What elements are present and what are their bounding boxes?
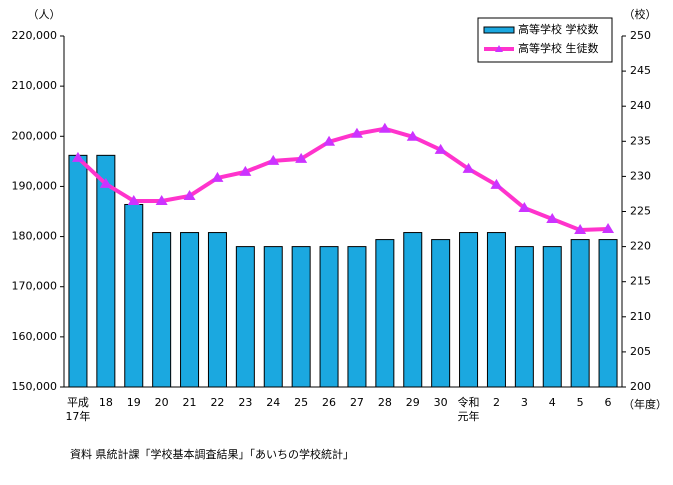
bar: [431, 239, 451, 388]
x-tick-label: 23: [238, 396, 253, 409]
marker: [155, 194, 168, 205]
y2-tick-label: 200: [630, 380, 651, 393]
x-tick-label: 20: [154, 396, 169, 409]
y2-tick-label: 245: [630, 64, 651, 77]
bar: [235, 246, 255, 388]
legend-label: 高等学校 生徒数: [518, 41, 599, 55]
bar: [319, 246, 339, 388]
bar: [124, 203, 144, 388]
bar: [459, 232, 479, 388]
y-tick-label: 220,000: [12, 29, 58, 42]
x-tick-label: 26: [322, 396, 337, 409]
bar: [514, 246, 534, 388]
x-tick-label: 21: [182, 396, 197, 409]
y2-tick-label: 205: [630, 345, 651, 358]
bar: [291, 246, 311, 388]
y2-tick-label: 250: [630, 29, 651, 42]
x-unit: （年度）: [623, 397, 667, 411]
marker: [518, 201, 531, 212]
x-tick-label: 24: [266, 396, 281, 409]
marker: [211, 171, 224, 182]
marker: [546, 213, 559, 224]
y2-tick-label: 225: [630, 205, 651, 218]
bar: [347, 246, 367, 388]
y2-tick-label: 235: [630, 134, 651, 147]
x-tick-label: 18: [98, 396, 113, 409]
legend-marker: [495, 45, 503, 52]
bar: [68, 154, 88, 388]
x-tick-label: 5: [576, 396, 584, 409]
y2-tick-label: 215: [630, 275, 651, 288]
bar: [152, 232, 172, 388]
y2-tick-label: 230: [630, 169, 651, 182]
y-unit: （人）: [28, 8, 61, 21]
bar: [542, 246, 562, 388]
bar: [403, 232, 423, 388]
y-tick-label: 180,000: [12, 230, 58, 243]
y2-tick-label: 210: [630, 310, 651, 323]
marker: [323, 135, 336, 146]
legend-swatch: [483, 26, 515, 34]
x-tick-label: 30: [433, 396, 448, 409]
y-tick-label: 200,000: [12, 129, 58, 142]
bar: [96, 154, 116, 388]
y2-tick-label: 220: [630, 240, 651, 253]
marker: [490, 178, 503, 189]
y2-tick-label: 240: [630, 99, 651, 112]
marker: [350, 127, 363, 138]
bar: [570, 239, 590, 388]
line: [76, 126, 609, 233]
marker: [183, 189, 196, 200]
marker: [99, 177, 112, 188]
bar: [375, 239, 395, 388]
x-tick-label: 25: [294, 396, 309, 409]
x-tick-label: 令和 元年: [457, 396, 480, 423]
legend-label: 高等学校 学校数: [518, 22, 599, 36]
y-tick-label: 160,000: [12, 330, 58, 343]
y-tick-label: 170,000: [12, 280, 58, 293]
legend-box: [477, 17, 613, 63]
x-tick-label: 2: [492, 396, 500, 409]
x-tick-label: 3: [520, 396, 528, 409]
y-tick-label: 190,000: [12, 179, 58, 192]
x-tick-label: 29: [405, 396, 420, 409]
marker: [434, 143, 447, 154]
marker: [574, 224, 587, 235]
marker: [462, 162, 475, 173]
x-tick-label: 4: [548, 396, 556, 409]
y2-unit: （校）: [624, 7, 657, 21]
marker: [127, 194, 140, 205]
bar: [486, 232, 506, 388]
x-tick-label: 6: [604, 396, 612, 409]
marker: [602, 223, 615, 234]
marker: [71, 151, 84, 162]
marker: [295, 152, 308, 163]
x-tick-label: 22: [210, 396, 225, 409]
y-tick-label: 150,000: [12, 380, 58, 393]
x-tick-label: 27: [349, 396, 364, 409]
y-tick-label: 210,000: [12, 79, 58, 92]
x-tick-label: 平成 17年: [65, 396, 91, 423]
x-tick-label: 28: [377, 396, 392, 409]
marker: [267, 154, 280, 165]
bar: [180, 232, 200, 388]
source-note: 資料 県統計課「学校基本調査結果」「あいちの学校統計」: [70, 447, 354, 461]
marker: [406, 130, 419, 141]
bar: [207, 232, 227, 388]
bar: [598, 239, 618, 388]
x-tick-label: 19: [126, 396, 141, 409]
marker: [378, 122, 391, 133]
bar: [263, 246, 283, 388]
marker: [239, 165, 252, 176]
